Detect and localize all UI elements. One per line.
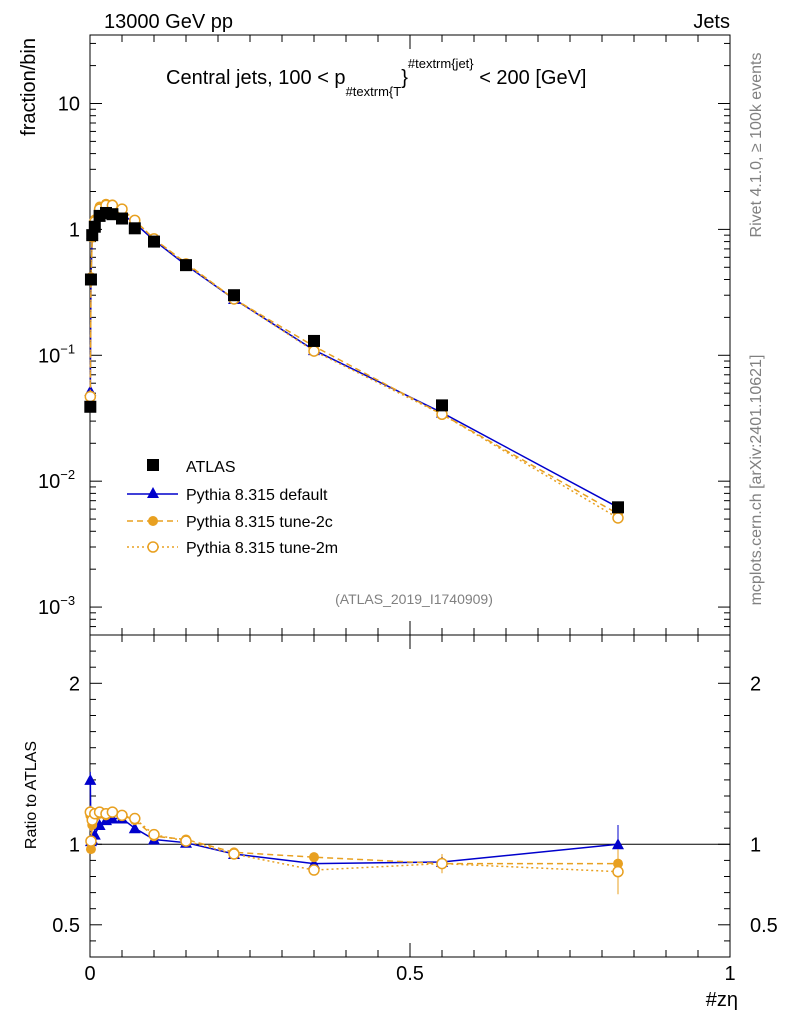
ratio-tune2m-point	[436, 857, 448, 870]
analysis-id: (ATLAS_2019_I1740909)	[335, 591, 493, 607]
ratio-default-point	[128, 822, 141, 834]
main-tune2c-line	[89, 202, 619, 515]
main-atlas-point	[148, 235, 160, 248]
y-tick-label: 10	[58, 93, 80, 115]
main-title: Central jets, 100 < p#textrm{T}#textrm{j…	[166, 56, 587, 99]
main-default-line	[89, 209, 619, 508]
legend-default-label: Pythia 8.315 default	[186, 487, 328, 504]
ratio-y-tick-label-left: 2	[69, 673, 80, 695]
ratio-default-point	[106, 812, 119, 824]
legend-atlas-marker	[147, 459, 159, 471]
mcplots-label: mcplots.cern.ch [arXiv:2401.10621]	[748, 355, 765, 606]
ratio-tune2m-point	[612, 865, 624, 878]
rivet-label: Rivet 4.1.0, ≥ 100k events	[748, 53, 765, 238]
ratio-tune2m-point	[129, 812, 141, 825]
legend-tune2m-marker	[147, 541, 159, 553]
ratio-tune2c-line	[89, 811, 618, 865]
ratio-tune2c-point	[85, 844, 96, 855]
ratio-y-tick-label-right: 0.5	[750, 915, 778, 937]
header-right: Jets	[693, 11, 730, 33]
ratio-default-line	[89, 779, 619, 865]
ratio-tune2m-point	[180, 835, 192, 847]
legend: ATLAS Pythia 8.315 default Pythia 8.315 …	[127, 459, 338, 557]
main-atlas-point	[180, 259, 192, 272]
main-atlas-point	[84, 400, 97, 413]
legend-tune2m-label: Pythia 8.315 tune-2m	[186, 540, 338, 557]
ratio-plot-frame	[89, 634, 731, 958]
legend-default-marker	[147, 487, 159, 498]
title-sup: #textrm{jet}	[408, 56, 474, 71]
main-atlas-point	[308, 334, 320, 347]
ratio-tune2c-point	[309, 852, 319, 863]
y-tick-label: 10−2	[38, 467, 75, 493]
legend-tune2c-label: Pythia 8.315 tune-2c	[186, 514, 333, 531]
ratio-ylabel: Ratio to ATLAS	[23, 741, 40, 849]
main-atlas-point	[116, 212, 128, 225]
main-atlas-point	[228, 289, 240, 302]
main-ylabel: fraction/bin	[18, 38, 40, 136]
ratio-tune2m-point	[308, 864, 320, 876]
main-series-group	[84, 198, 624, 524]
title-prefix: Central jets, 100 < p	[166, 67, 346, 89]
main-atlas-point	[88, 220, 101, 233]
ratio-default-point	[612, 838, 624, 850]
main-axis-ticks: 10 1 10−1 10−2 10−3	[38, 35, 731, 636]
ratio-default-point	[84, 773, 97, 785]
legend-atlas-label: ATLAS	[186, 459, 236, 476]
ratio-y-tick-label-right: 1	[750, 834, 761, 856]
y-tick-label: 10−3	[38, 593, 75, 619]
ratio-y-tick-label-left: 0.5	[52, 915, 80, 937]
title-suffix: < 200 [GeV]	[474, 67, 587, 89]
ratio-y-tick-label-right: 2	[750, 673, 761, 695]
title-sub: #textrm{T	[346, 84, 402, 99]
main-atlas-point	[84, 273, 97, 286]
main-tune2m-point	[308, 345, 320, 357]
x-tick-label: 0	[84, 963, 95, 985]
main-atlas-point	[436, 399, 448, 412]
ratio-tune2m-point	[106, 806, 119, 818]
header-left: 13000 GeV pp	[104, 11, 233, 33]
main-atlas-point	[106, 208, 119, 221]
ratio-tune2m-point	[85, 835, 97, 847]
main-tune2m-point	[84, 390, 97, 403]
y-tick-label: 10−1	[38, 341, 75, 367]
x-tick-label: 0.5	[396, 963, 424, 985]
ratio-tune2m-point	[228, 848, 240, 860]
ratio-xlabel: #zη	[706, 989, 738, 1011]
ratio-series-group	[84, 771, 624, 895]
y-tick-label: 1	[69, 219, 80, 241]
main-atlas-point	[128, 222, 141, 235]
ratio-y-tick-label-left: 1	[69, 834, 80, 856]
main-tune2m-point	[612, 512, 624, 524]
ratio-tune2m-point	[116, 809, 128, 822]
main-atlas-point	[612, 501, 624, 514]
title-brace: }	[401, 67, 408, 89]
ratio-tune2m-point	[148, 828, 160, 841]
ratio-axis-ticks: 2 2 1 1 0.5 0.5 0 0.5 1	[52, 635, 778, 985]
x-tick-label: 1	[724, 963, 735, 985]
legend-tune2c-marker	[148, 516, 158, 526]
